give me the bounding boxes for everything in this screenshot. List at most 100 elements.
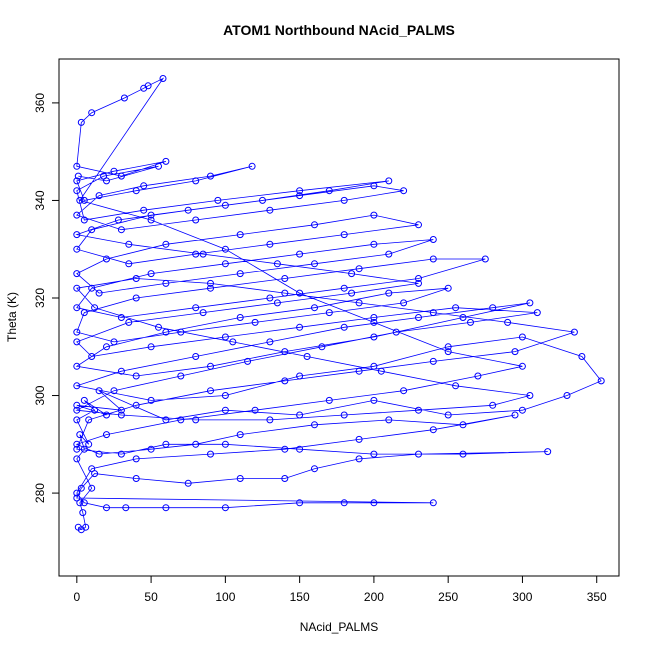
y-axis: 280 300 320 340 360 bbox=[33, 93, 60, 503]
data-point bbox=[110, 167, 118, 175]
data-point bbox=[377, 367, 385, 375]
data-point bbox=[340, 231, 348, 239]
data-point bbox=[177, 416, 185, 424]
data-point bbox=[77, 118, 85, 126]
data-point bbox=[91, 470, 99, 478]
data-point bbox=[444, 411, 452, 419]
data-point bbox=[117, 226, 125, 234]
data-point bbox=[340, 411, 348, 419]
data-point bbox=[296, 250, 304, 258]
data-point bbox=[147, 445, 155, 453]
data-point bbox=[221, 392, 229, 399]
data-point bbox=[147, 396, 155, 404]
data-point bbox=[296, 323, 304, 331]
data-point bbox=[236, 314, 244, 321]
series-line bbox=[75, 77, 602, 531]
y-tick-label: 360 bbox=[33, 93, 47, 113]
data-point bbox=[147, 270, 155, 278]
data-point bbox=[73, 231, 81, 239]
data-point bbox=[110, 338, 118, 346]
data-point bbox=[303, 353, 311, 360]
data-point bbox=[296, 372, 304, 380]
data-point bbox=[526, 392, 534, 399]
data-point bbox=[296, 289, 304, 297]
x-tick-label: 250 bbox=[438, 590, 458, 604]
data-point bbox=[597, 377, 605, 385]
data-point bbox=[110, 387, 118, 395]
data-point bbox=[221, 333, 229, 341]
data-point bbox=[385, 416, 393, 424]
data-point bbox=[444, 343, 452, 351]
data-point bbox=[266, 206, 274, 214]
data-point bbox=[325, 396, 333, 404]
data-point bbox=[199, 250, 207, 258]
data-point bbox=[518, 362, 526, 370]
data-point bbox=[192, 216, 200, 224]
data-point bbox=[117, 411, 125, 419]
data-point bbox=[120, 94, 128, 102]
data-point bbox=[207, 362, 214, 370]
data-point bbox=[144, 82, 152, 90]
data-point bbox=[229, 338, 237, 346]
data-point bbox=[459, 421, 467, 429]
data-point bbox=[348, 270, 356, 278]
data-point bbox=[311, 465, 318, 473]
data-point bbox=[340, 499, 348, 507]
x-tick-label: 300 bbox=[512, 590, 532, 604]
data-point bbox=[236, 475, 244, 482]
data-point bbox=[132, 294, 140, 302]
data-point bbox=[281, 475, 289, 482]
data-point bbox=[162, 157, 170, 165]
data-point bbox=[251, 406, 259, 414]
x-tick-label: 100 bbox=[215, 590, 235, 604]
data-point bbox=[80, 396, 88, 404]
data-point bbox=[311, 221, 318, 229]
data-point bbox=[429, 255, 437, 263]
y-tick-label: 320 bbox=[33, 288, 47, 308]
data-point bbox=[340, 323, 348, 331]
data-point bbox=[132, 275, 140, 282]
data-point bbox=[95, 289, 103, 297]
data-point bbox=[73, 245, 81, 253]
data-point bbox=[80, 445, 88, 453]
data-point bbox=[266, 294, 274, 302]
data-point bbox=[266, 240, 274, 248]
data-point bbox=[348, 289, 356, 297]
data-point bbox=[80, 216, 88, 224]
data-point bbox=[444, 348, 452, 356]
x-axis: 0 50 100 150 200 250 300 350 bbox=[73, 575, 607, 604]
data-point bbox=[122, 504, 130, 512]
data-point bbox=[415, 275, 422, 282]
data-point bbox=[221, 245, 229, 253]
data-point bbox=[132, 475, 140, 482]
data-point bbox=[73, 455, 81, 463]
data-point bbox=[429, 357, 437, 365]
data-point bbox=[481, 255, 489, 263]
data-point bbox=[80, 499, 88, 507]
data-point bbox=[103, 177, 110, 185]
plot-area bbox=[73, 75, 605, 534]
data-point bbox=[221, 406, 229, 414]
data-point bbox=[192, 304, 200, 312]
data-point bbox=[221, 201, 229, 209]
data-point bbox=[207, 284, 214, 292]
data-point bbox=[73, 338, 81, 346]
data-point bbox=[236, 231, 244, 239]
data-point bbox=[415, 450, 422, 458]
data-point bbox=[132, 455, 140, 463]
x-tick-label: 150 bbox=[290, 590, 310, 604]
data-point bbox=[74, 172, 82, 180]
data-point bbox=[88, 109, 96, 117]
data-point bbox=[117, 367, 125, 375]
data-point bbox=[221, 440, 229, 448]
data-point bbox=[526, 299, 534, 307]
data-point bbox=[244, 357, 252, 365]
data-point bbox=[162, 440, 170, 448]
data-point bbox=[88, 226, 96, 234]
data-point bbox=[95, 387, 103, 395]
data-point bbox=[355, 299, 363, 307]
data-point bbox=[103, 411, 110, 419]
data-point bbox=[325, 309, 333, 317]
data-point bbox=[73, 416, 81, 424]
x-tick-label: 200 bbox=[364, 590, 384, 604]
